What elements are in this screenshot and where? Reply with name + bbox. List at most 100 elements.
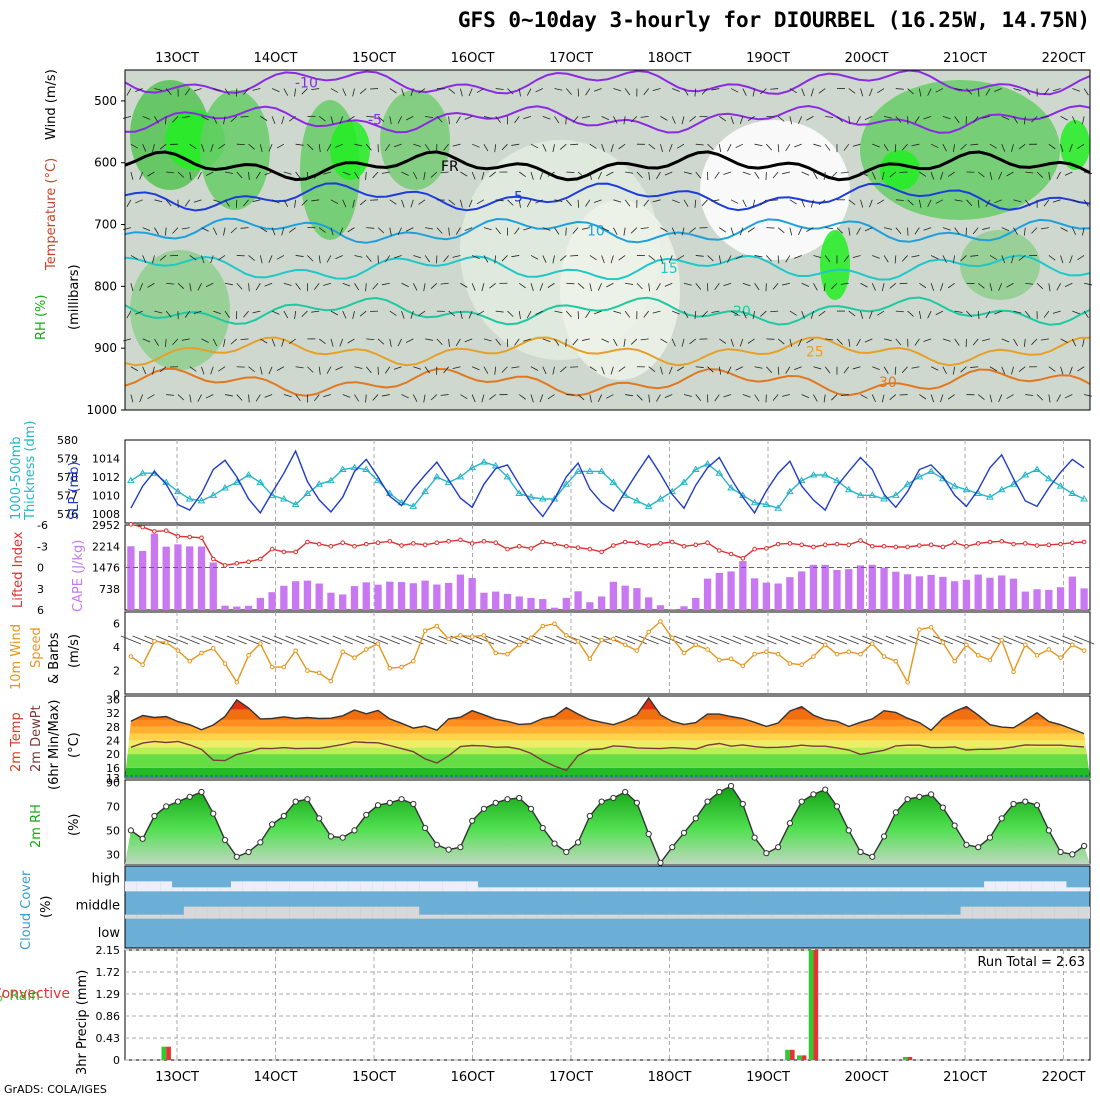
- wind-barb: [695, 366, 704, 368]
- wind-barb: [801, 282, 810, 287]
- wind-barb: [471, 283, 476, 291]
- wind-barb: [250, 635, 271, 645]
- wind-barb: [212, 227, 218, 236]
- rh-point: [269, 821, 276, 828]
- cloud-gap: [301, 906, 314, 919]
- cloud-gap: [689, 914, 702, 919]
- wind-speed-point: [869, 641, 875, 646]
- left-tick-label: 0: [37, 562, 44, 575]
- x-tick-label-bottom: 21OCT: [943, 1070, 987, 1085]
- thickness-point: [221, 483, 229, 491]
- thickness-point: [174, 487, 182, 495]
- cape-bar: [221, 605, 229, 610]
- cloud-gap: [713, 914, 726, 919]
- wind-barb: [766, 255, 773, 262]
- precip-convective-bar: [789, 1049, 795, 1060]
- cloud-gap: [219, 906, 231, 919]
- wind-barb: [791, 635, 812, 645]
- precip-total-bar: [161, 1046, 167, 1060]
- wind-barb: [806, 338, 814, 344]
- wind-speed-point: [846, 649, 852, 655]
- wind-barb: [271, 88, 280, 93]
- cape-bar: [409, 583, 417, 610]
- cloud-gap: [313, 906, 326, 919]
- wind-barb: [1060, 366, 1064, 375]
- cape-bar: [303, 580, 312, 610]
- wind-barb: [566, 171, 575, 173]
- wind-barb: [601, 255, 605, 264]
- cloud-gap: [1031, 881, 1043, 892]
- wind-barb: [911, 366, 920, 369]
- slp-line: [130, 449, 1085, 518]
- cloud-gap: [678, 887, 690, 892]
- wind-barb: [223, 227, 226, 236]
- cloud-gap: [289, 881, 302, 892]
- wind-barb: [507, 88, 514, 95]
- wind-barb: [730, 116, 734, 125]
- cloud-gap: [525, 887, 537, 892]
- wind-barb: [1025, 394, 1034, 396]
- cloud-gap: [136, 914, 149, 919]
- wind-barb: [930, 366, 939, 371]
- wind-barb: [871, 171, 876, 180]
- lifted-index-point: [199, 535, 204, 541]
- wind-barb: [424, 143, 431, 151]
- right-tick-label: 738: [99, 583, 120, 596]
- wind-barb: [643, 88, 650, 96]
- wind-speed-point: [634, 648, 640, 653]
- rh-point: [280, 812, 287, 820]
- wind-barb: [243, 310, 249, 318]
- wind-barb: [452, 143, 461, 147]
- lifted-index-point: [1022, 541, 1028, 546]
- wind-barb: [560, 143, 567, 150]
- cloud-gap: [878, 887, 890, 892]
- wind-barb: [301, 88, 308, 95]
- wind-barb: [203, 635, 224, 645]
- rh-point: [151, 812, 158, 820]
- lifted-index-point: [316, 541, 322, 547]
- cape-bar: [1080, 588, 1088, 610]
- wind-barb: [342, 199, 347, 208]
- wind-barb: [701, 88, 708, 95]
- wind-barb: [1043, 199, 1050, 207]
- unit-axis-label: (%): [67, 814, 82, 837]
- rh-point: [327, 833, 335, 840]
- cloud-gap: [466, 881, 479, 892]
- thickness-point: [786, 487, 794, 495]
- cloud-gap: [1042, 881, 1055, 892]
- temperature-line: [130, 696, 1085, 735]
- wind-barb: [342, 310, 347, 319]
- wind-barb: [760, 88, 767, 95]
- rh-point: [692, 815, 699, 822]
- cloud-gap: [842, 914, 855, 919]
- wind-barb: [643, 199, 650, 207]
- wind-barb: [972, 338, 979, 346]
- wind-barb: [648, 171, 651, 180]
- wind-barb: [147, 171, 155, 177]
- right-tick-label: 1010: [92, 489, 120, 502]
- cape-bar: [362, 582, 370, 610]
- cloud-gap: [172, 887, 184, 892]
- wind-barb: [440, 394, 449, 396]
- wind-barb: [789, 227, 793, 236]
- wind-barb: [164, 227, 167, 236]
- rh-point: [951, 822, 958, 829]
- wind-barb: [1001, 115, 1010, 120]
- wind-barb: [261, 635, 283, 645]
- cape-bar: [480, 592, 488, 610]
- y-tick-label: 36: [106, 693, 120, 706]
- wind-barb: [589, 171, 592, 180]
- cape-bar: [1009, 578, 1018, 610]
- rh-shade: [960, 230, 1040, 300]
- wind-barb: [660, 366, 663, 375]
- lifted-index-point: [622, 539, 628, 545]
- wind-barb: [977, 311, 980, 320]
- lifted-index-point: [352, 543, 357, 549]
- wind-speed-point: [646, 629, 651, 635]
- cape-bar: [150, 533, 159, 610]
- wind-barb: [330, 199, 339, 205]
- wind-barb: [871, 283, 876, 291]
- wind-barb: [401, 394, 409, 399]
- wind-barb: [1001, 227, 1010, 232]
- cape-axis-label: CAPE (J/kg): [71, 540, 86, 612]
